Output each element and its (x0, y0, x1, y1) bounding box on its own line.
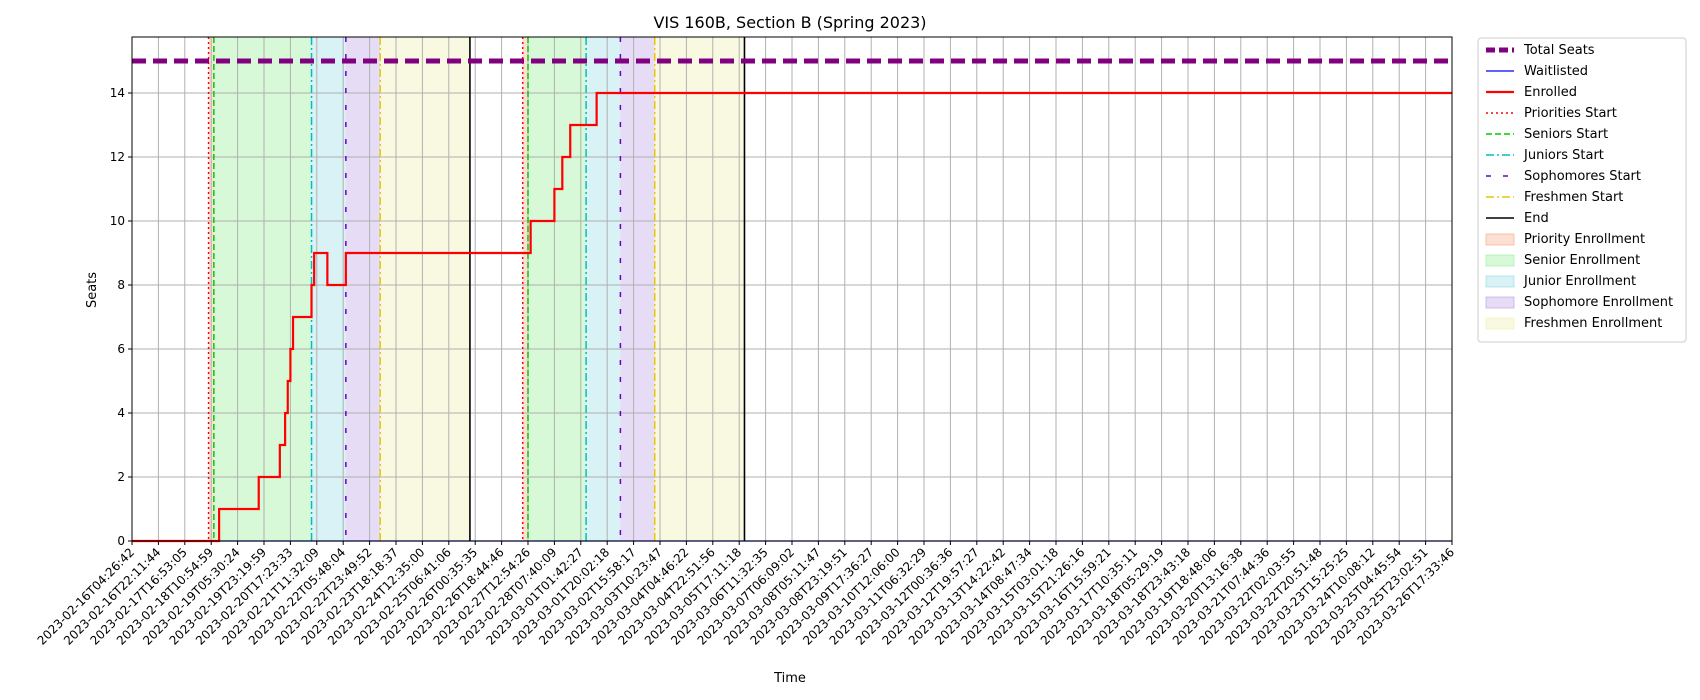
freshmen-start-legend-label: Freshmen Start (1524, 190, 1623, 205)
y-tick-label: 14 (110, 86, 125, 100)
x-axis-ticks: 2023-02-16T04:26:422023-02-16T22:11:4420… (35, 541, 1457, 648)
waitlisted-legend-label: Waitlisted (1524, 64, 1588, 79)
priority-enrollment-region (522, 37, 528, 541)
y-tick-label: 4 (117, 406, 125, 420)
enrolled-legend-label: Enrolled (1524, 85, 1577, 100)
y-axis-ticks: 0 2 4 6 8 10 12 14 (110, 86, 132, 548)
phase-markers (207, 37, 746, 541)
legend: Total Seats Waitlisted Enrolled Priorities … (1477, 37, 1687, 343)
senior-enrollment-region (213, 37, 312, 541)
freshmen-enrollment-region (380, 37, 470, 541)
y-tick-label: 12 (110, 150, 125, 164)
priority-enrollment-legend-label: Priority Enrollment (1524, 232, 1645, 247)
priorities-start-legend-label: Priorities Start (1524, 106, 1617, 121)
senior-enrollment-legend-label: Senior Enrollment (1524, 253, 1640, 268)
y-tick-label: 10 (110, 214, 125, 228)
enrollment-regions (208, 37, 745, 541)
total-seats-legend-label: Total Seats (1523, 43, 1595, 58)
freshmen-enrollment-region (654, 37, 745, 541)
y-axis-label: Seats (85, 272, 100, 308)
juniors-start-legend-label: Juniors Start (1523, 148, 1604, 163)
freshmen-enrollment-legend-label: Freshmen Enrollment (1524, 316, 1662, 331)
senior-enrollment-legend-swatch (1485, 254, 1515, 267)
enrolled-line (132, 91, 1452, 543)
y-tick-label: 0 (117, 534, 125, 548)
y-tick-label: 8 (117, 278, 125, 292)
chart-title: VIS 160B, Section B (Spring 2023) (653, 13, 926, 32)
grid (131, 37, 1453, 542)
y-tick-label: 6 (117, 342, 125, 356)
priority-enrollment-legend-swatch (1485, 233, 1515, 246)
sophomore-enrollment-region (620, 37, 655, 541)
x-axis-label: Time (773, 671, 806, 686)
legend-frame (1477, 37, 1687, 343)
sophomore-enrollment-legend-label: Sophomore Enrollment (1524, 295, 1673, 310)
junior-enrollment-legend-swatch (1485, 275, 1515, 288)
sophomore-enrollment-region (345, 37, 381, 541)
y-tick-label: 2 (117, 470, 125, 484)
sophomores-start-legend-label: Sophomores Start (1524, 169, 1641, 184)
senior-enrollment-region (528, 37, 587, 541)
junior-enrollment-legend-label: Junior Enrollment (1523, 274, 1636, 289)
freshmen-enrollment-legend-swatch (1485, 317, 1515, 330)
junior-enrollment-region (586, 37, 621, 541)
seniors-start-legend-label: Seniors Start (1524, 127, 1608, 142)
sophomore-enrollment-legend-swatch (1485, 296, 1515, 309)
end-legend-label: End (1524, 211, 1549, 226)
